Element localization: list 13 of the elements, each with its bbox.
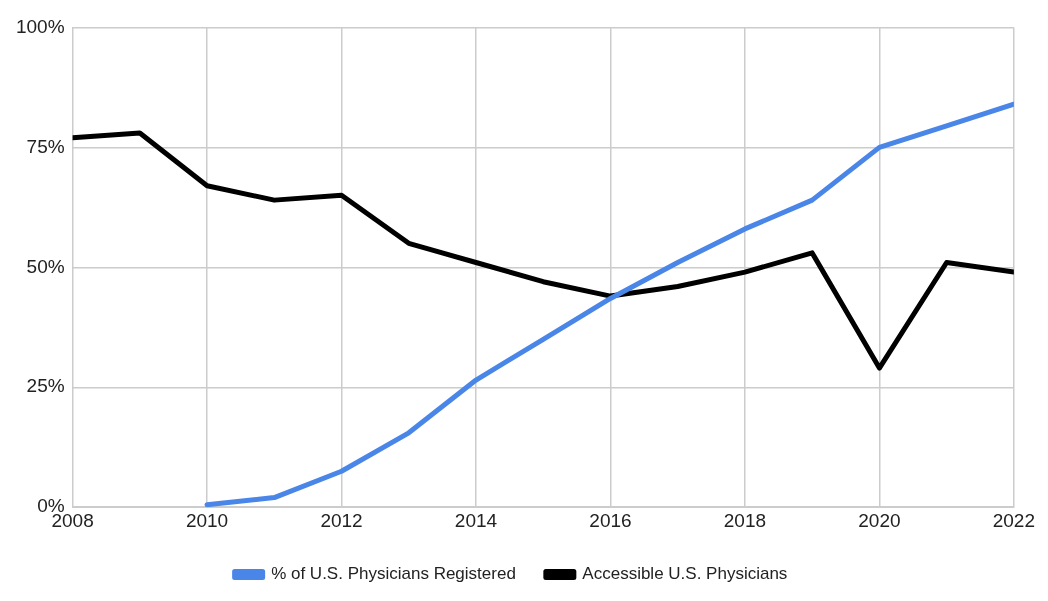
y-tick-label: 100% xyxy=(15,15,65,37)
legend-label: Accessible U.S. Physicians xyxy=(582,564,788,584)
y-tick-label: 75% xyxy=(26,135,65,157)
legend-label: % of U.S. Physicians Registered xyxy=(271,564,516,584)
x-tick-label: 2022 xyxy=(992,509,1036,531)
x-tick-label: 2016 xyxy=(589,509,632,531)
x-tick-label: 2018 xyxy=(723,509,767,531)
x-tick-label: 2010 xyxy=(185,509,229,531)
x-tick-label: 2014 xyxy=(454,509,498,531)
x-tick-label: 2012 xyxy=(320,509,363,531)
y-tick-label: 25% xyxy=(26,375,65,397)
y-tick-label: 50% xyxy=(26,255,65,277)
x-tick-label: 2020 xyxy=(858,509,901,531)
